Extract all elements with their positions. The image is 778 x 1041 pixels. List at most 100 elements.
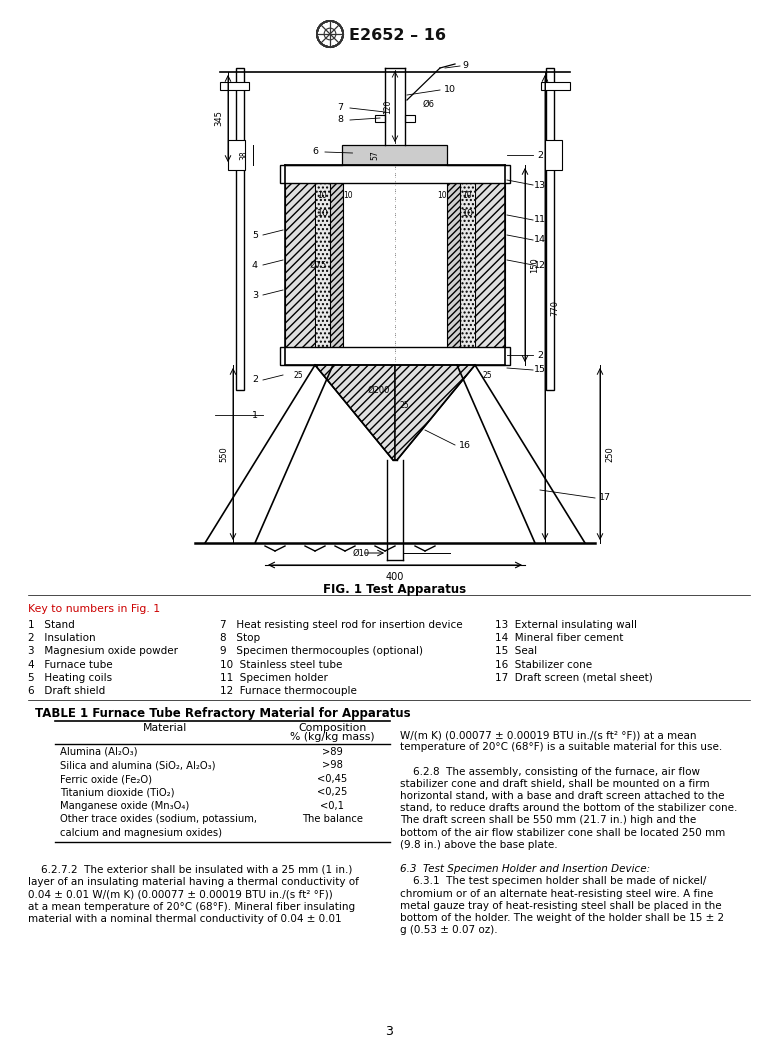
Text: 5   Heating coils: 5 Heating coils bbox=[28, 672, 112, 683]
Text: 2: 2 bbox=[537, 151, 543, 159]
Text: stand, to reduce drafts around the bottom of the stabilizer cone.: stand, to reduce drafts around the botto… bbox=[400, 804, 738, 813]
Text: W/(m K) (0.00077 ± 0.00019 BTU in./(s ft² °F)) at a mean: W/(m K) (0.00077 ± 0.00019 BTU in./(s ft… bbox=[400, 730, 696, 740]
Text: FIG. 1 Test Apparatus: FIG. 1 Test Apparatus bbox=[324, 583, 467, 596]
Text: 6.3  Test Specimen Holder and Insertion Device:: 6.3 Test Specimen Holder and Insertion D… bbox=[400, 864, 650, 874]
Text: <0,1: <0,1 bbox=[321, 801, 345, 811]
Text: 6: 6 bbox=[312, 148, 318, 156]
Text: temperature of 20°C (68°F) is a suitable material for this use.: temperature of 20°C (68°F) is a suitable… bbox=[400, 742, 722, 753]
Text: 13  External insulating wall: 13 External insulating wall bbox=[495, 620, 637, 630]
Bar bbox=[447, 166, 460, 365]
Text: 15: 15 bbox=[534, 365, 546, 375]
Text: 345: 345 bbox=[214, 110, 223, 126]
Bar bbox=[280, 347, 510, 365]
Text: 4: 4 bbox=[252, 260, 258, 270]
Text: 1: 1 bbox=[252, 410, 258, 420]
Text: 12  Furnace thermocouple: 12 Furnace thermocouple bbox=[220, 686, 357, 696]
Text: 10: 10 bbox=[437, 191, 447, 200]
Text: horizontal stand, with a base and draft screen attached to the: horizontal stand, with a base and draft … bbox=[400, 791, 724, 801]
Text: 9: 9 bbox=[462, 61, 468, 71]
Text: 10: 10 bbox=[343, 191, 352, 200]
Bar bbox=[546, 68, 554, 390]
Text: 15  Seal: 15 Seal bbox=[495, 646, 537, 657]
Text: Material: Material bbox=[143, 723, 187, 733]
Text: Other trace oxides (sodium, potassium,: Other trace oxides (sodium, potassium, bbox=[60, 814, 257, 824]
Text: 14: 14 bbox=[534, 235, 546, 245]
Bar bbox=[405, 115, 415, 122]
Bar bbox=[220, 82, 249, 90]
Text: 10: 10 bbox=[463, 191, 472, 200]
Text: Alumina (Al₂O₃): Alumina (Al₂O₃) bbox=[60, 747, 138, 757]
Polygon shape bbox=[315, 365, 395, 460]
Text: <0,45: <0,45 bbox=[317, 775, 348, 784]
Text: 6.2.7.2  The exterior shall be insulated with a 25 mm (1 in.): 6.2.7.2 The exterior shall be insulated … bbox=[28, 865, 352, 875]
Bar bbox=[330, 166, 343, 365]
Polygon shape bbox=[395, 365, 475, 460]
Text: 25: 25 bbox=[293, 371, 303, 380]
Text: (9.8 in.) above the base plate.: (9.8 in.) above the base plate. bbox=[400, 840, 558, 849]
Text: >98: >98 bbox=[322, 761, 343, 770]
Text: 7: 7 bbox=[337, 103, 343, 112]
Text: 10: 10 bbox=[461, 208, 474, 218]
Text: material with a nominal thermal conductivity of 0.04 ± 0.01: material with a nominal thermal conducti… bbox=[28, 914, 342, 923]
Bar bbox=[343, 166, 447, 365]
Bar bbox=[228, 139, 245, 170]
Text: Composition: Composition bbox=[299, 723, 366, 733]
Text: Ø10: Ø10 bbox=[353, 549, 370, 558]
Text: g (0.53 ± 0.07 oz).: g (0.53 ± 0.07 oz). bbox=[400, 925, 498, 935]
Text: 9   Specimen thermocouples (optional): 9 Specimen thermocouples (optional) bbox=[220, 646, 423, 657]
Text: 11  Specimen holder: 11 Specimen holder bbox=[220, 672, 328, 683]
Text: 8: 8 bbox=[337, 116, 343, 125]
Bar bbox=[285, 166, 315, 365]
Text: 38: 38 bbox=[239, 150, 248, 160]
Text: 6.3.1  The test specimen holder shall be made of nickel/: 6.3.1 The test specimen holder shall be … bbox=[400, 877, 706, 886]
Text: 6   Draft shield: 6 Draft shield bbox=[28, 686, 105, 696]
Text: 12: 12 bbox=[534, 260, 546, 270]
Text: stabilizer cone and draft shield, shall be mounted on a firm: stabilizer cone and draft shield, shall … bbox=[400, 779, 710, 789]
Text: 16  Stabilizer cone: 16 Stabilizer cone bbox=[495, 660, 592, 669]
Text: 57: 57 bbox=[370, 150, 379, 160]
Text: Silica and alumina (SiO₂, Al₂O₃): Silica and alumina (SiO₂, Al₂O₃) bbox=[60, 761, 216, 770]
Text: 400: 400 bbox=[386, 572, 405, 582]
Text: 3   Magnesium oxide powder: 3 Magnesium oxide powder bbox=[28, 646, 178, 657]
Text: 3: 3 bbox=[385, 1025, 393, 1038]
Text: 14  Mineral fiber cement: 14 Mineral fiber cement bbox=[495, 633, 623, 643]
Text: 17  Draft screen (metal sheet): 17 Draft screen (metal sheet) bbox=[495, 672, 653, 683]
Text: Manganese oxide (Mn₃O₄): Manganese oxide (Mn₃O₄) bbox=[60, 801, 189, 811]
Bar bbox=[315, 166, 330, 365]
Text: TABLE 1 Furnace Tube Refractory Material for Apparatus: TABLE 1 Furnace Tube Refractory Material… bbox=[35, 707, 410, 720]
Text: The draft screen shall be 550 mm (21.7 in.) high and the: The draft screen shall be 550 mm (21.7 i… bbox=[400, 815, 696, 826]
Text: 0.04 ± 0.01 W/(m K) (0.00077 ± 0.00019 BTU in./(s ft² °F)): 0.04 ± 0.01 W/(m K) (0.00077 ± 0.00019 B… bbox=[28, 889, 333, 899]
Text: Ø6: Ø6 bbox=[423, 100, 435, 108]
Text: Ø75: Ø75 bbox=[310, 260, 327, 270]
Text: layer of an insulating material having a thermal conductivity of: layer of an insulating material having a… bbox=[28, 878, 359, 887]
Bar bbox=[545, 139, 562, 170]
Text: 10  Stainless steel tube: 10 Stainless steel tube bbox=[220, 660, 342, 669]
Text: % (kg/kg mass): % (kg/kg mass) bbox=[290, 732, 375, 742]
Text: 3: 3 bbox=[252, 290, 258, 300]
Text: 10: 10 bbox=[317, 191, 328, 200]
Text: 2   Insulation: 2 Insulation bbox=[28, 633, 96, 643]
Text: 10: 10 bbox=[444, 85, 456, 95]
Bar bbox=[541, 82, 570, 90]
Bar bbox=[460, 166, 475, 365]
Text: chromium or of an alternate heat-resisting steel wire. A fine: chromium or of an alternate heat-resisti… bbox=[400, 889, 713, 898]
Text: bottom of the holder. The weight of the holder shall be 15 ± 2: bottom of the holder. The weight of the … bbox=[400, 913, 724, 923]
Text: Ferric oxide (Fe₂O): Ferric oxide (Fe₂O) bbox=[60, 775, 152, 784]
Text: 2: 2 bbox=[252, 376, 258, 384]
Text: 11: 11 bbox=[534, 215, 546, 225]
Text: 16: 16 bbox=[459, 440, 471, 450]
Text: E2652 – 16: E2652 – 16 bbox=[349, 28, 446, 44]
Text: 17: 17 bbox=[599, 493, 611, 503]
Text: 4   Furnace tube: 4 Furnace tube bbox=[28, 660, 113, 669]
Bar bbox=[342, 145, 447, 166]
Text: 2: 2 bbox=[537, 351, 543, 359]
Text: >89: >89 bbox=[322, 747, 343, 757]
Text: 8   Stop: 8 Stop bbox=[220, 633, 260, 643]
Bar bbox=[375, 115, 385, 122]
Text: Key to numbers in Fig. 1: Key to numbers in Fig. 1 bbox=[28, 604, 160, 614]
Text: bottom of the air flow stabilizer cone shall be located 250 mm: bottom of the air flow stabilizer cone s… bbox=[400, 828, 725, 838]
Text: Ø200: Ø200 bbox=[368, 385, 390, 395]
Text: The balance: The balance bbox=[302, 814, 363, 824]
Text: 10: 10 bbox=[317, 208, 328, 218]
Text: 6.2.8  The assembly, consisting of the furnace, air flow: 6.2.8 The assembly, consisting of the fu… bbox=[400, 766, 700, 777]
